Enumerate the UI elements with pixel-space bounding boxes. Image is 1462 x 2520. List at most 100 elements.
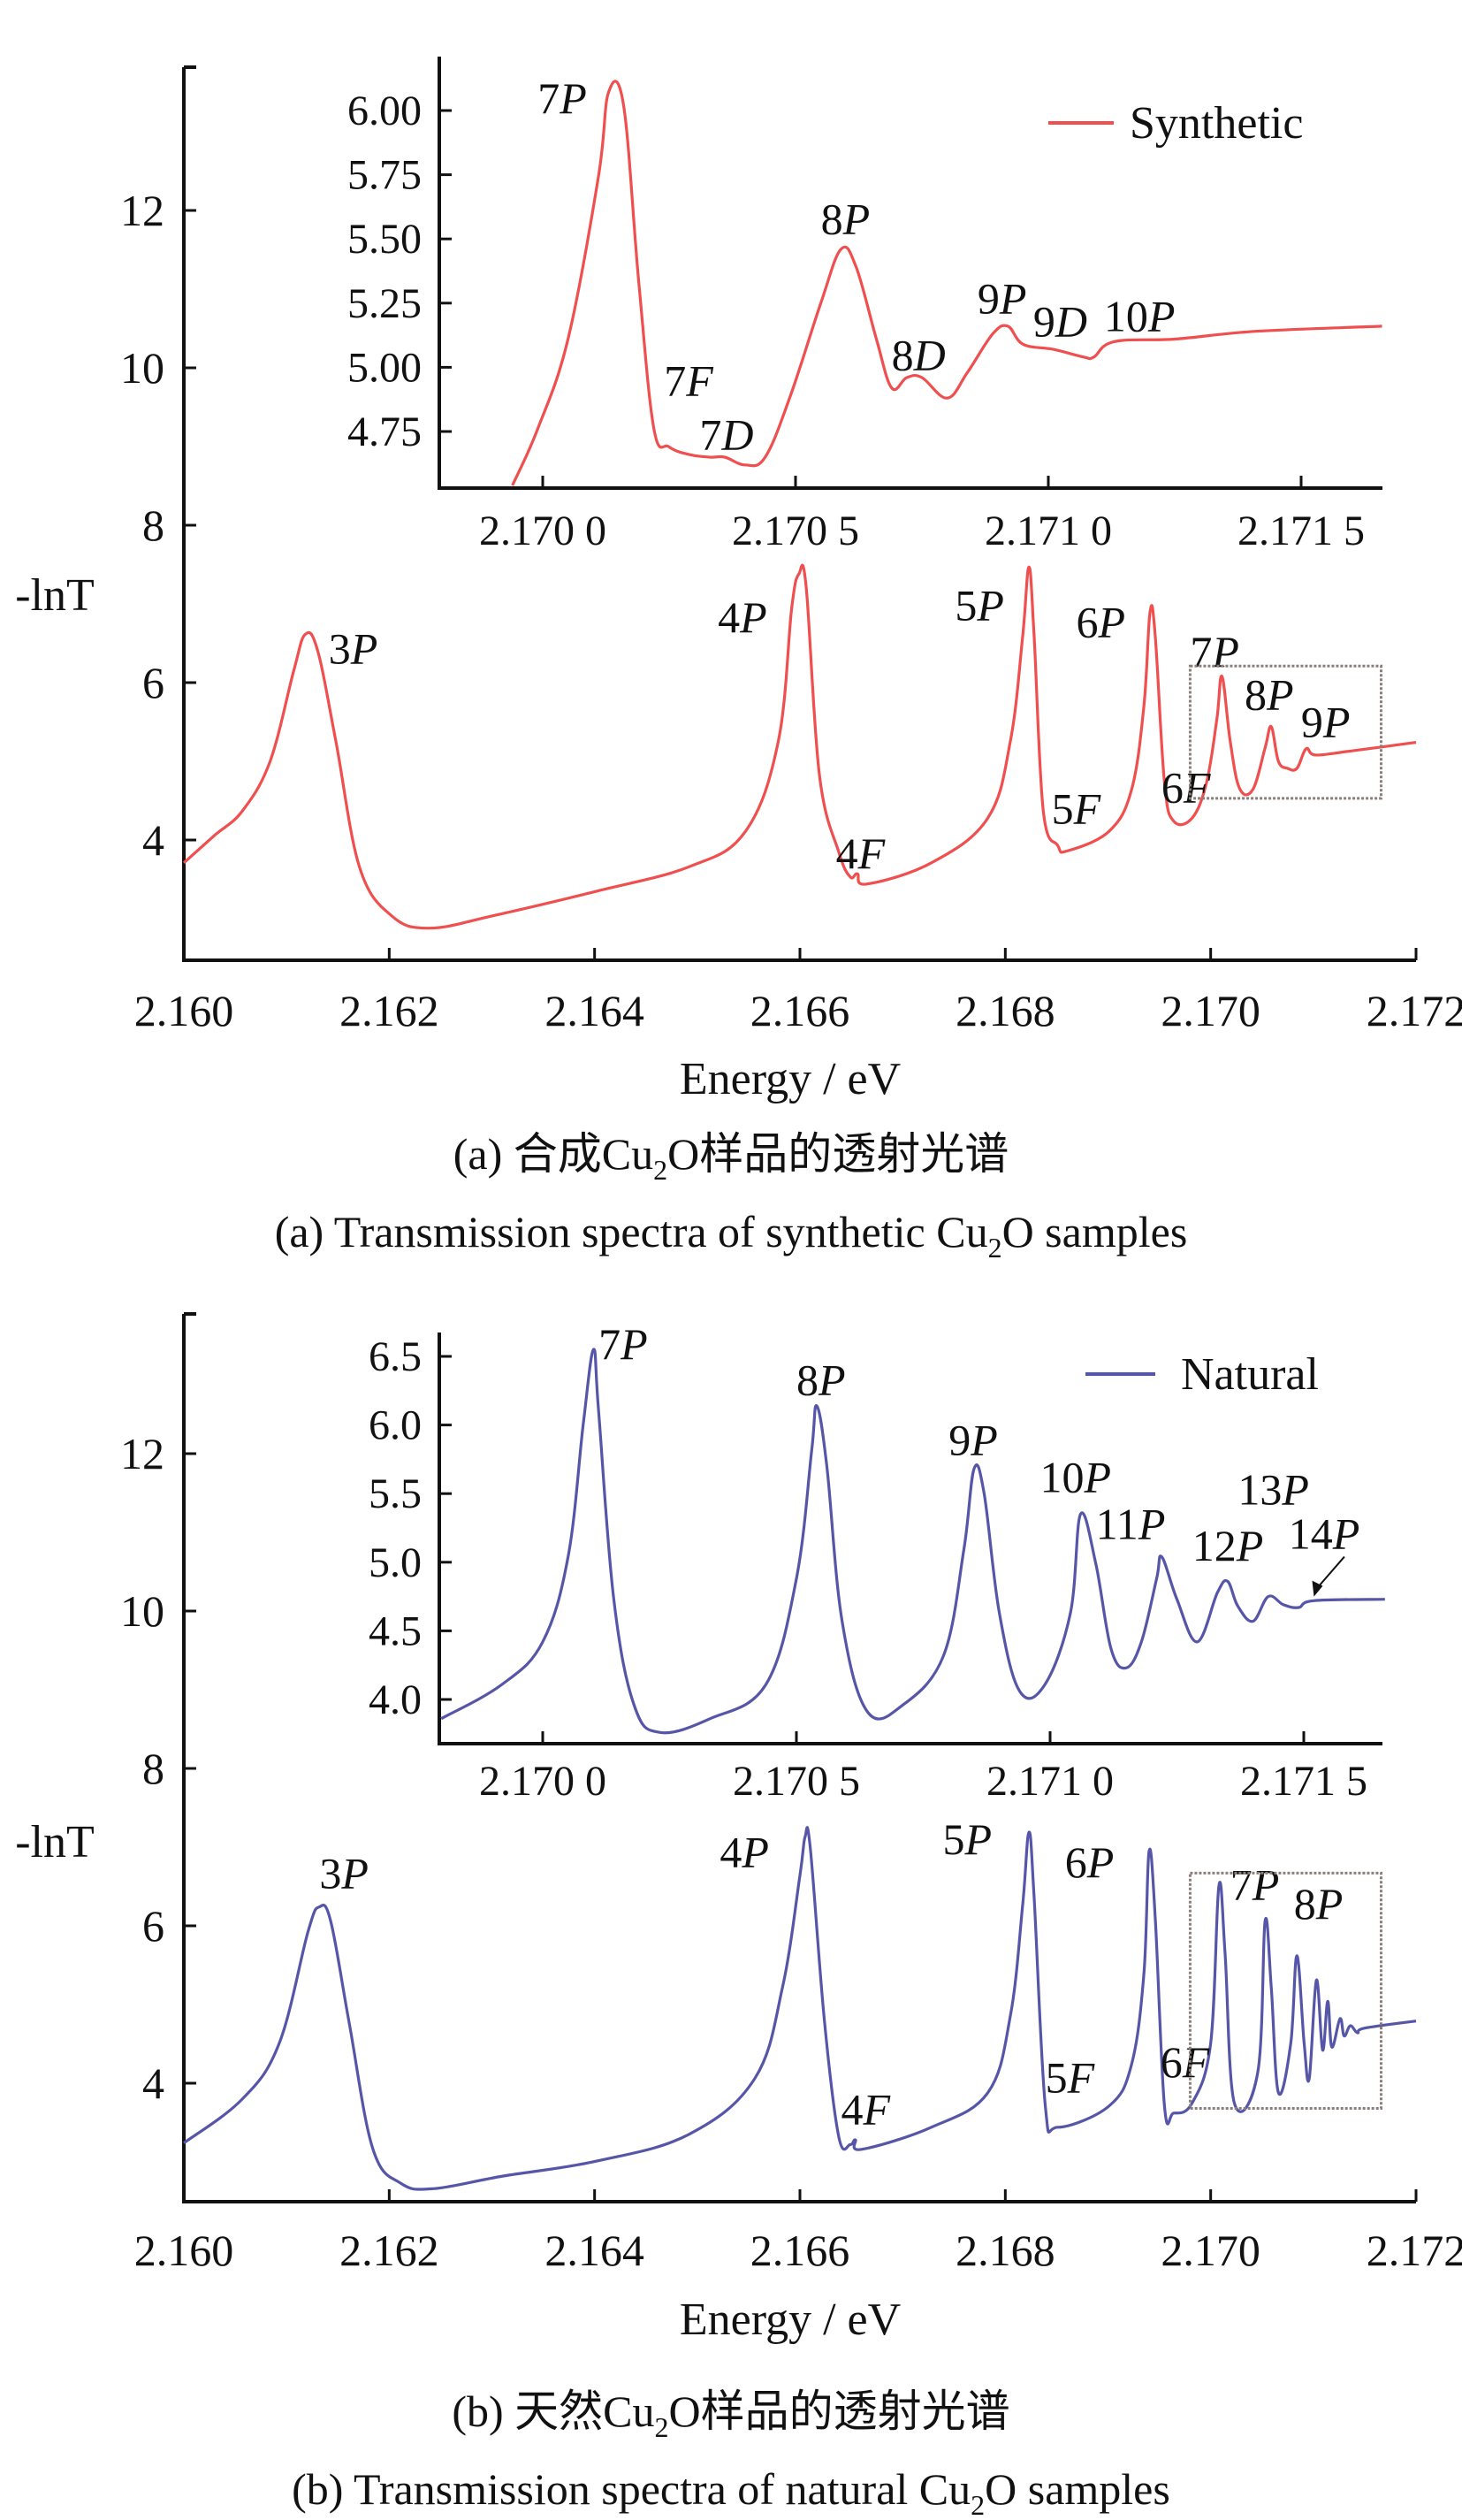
- peak-label: 8P: [1245, 669, 1294, 719]
- inset-peak-label: 7F: [664, 355, 713, 405]
- peak-label: 4F: [841, 2084, 890, 2134]
- y-tick-label: 4: [142, 2058, 164, 2108]
- x-axis-label: Energy / eV: [680, 2295, 901, 2345]
- inset-y-tick-label: 4.5: [369, 1607, 422, 1654]
- inset-peak-label: 7D: [699, 409, 753, 459]
- y-tick-label: 10: [120, 1586, 164, 1636]
- y-tick-label: 12: [120, 186, 164, 235]
- inset-x-tick-label: 2.170 5: [733, 1758, 860, 1805]
- peak-label: 4F: [836, 829, 886, 878]
- inset-y-tick-label: 6.5: [369, 1333, 422, 1380]
- x-tick-label: 2.166: [750, 2226, 850, 2275]
- inset-x-tick-label: 2.171 5: [1240, 1758, 1367, 1805]
- inset-series-line: [511, 80, 1382, 486]
- inset-x-tick-label: 2.170 5: [732, 508, 859, 554]
- peak-label: 4P: [718, 592, 767, 642]
- x-tick-label: 2.160: [134, 986, 234, 1035]
- peak-label: 6P: [1065, 1837, 1115, 1887]
- legend-label: Natural: [1181, 1349, 1319, 1400]
- inset-series-line: [440, 1348, 1385, 1735]
- inset-peak-label: 8P: [796, 1355, 846, 1404]
- y-tick-label: 6: [142, 658, 164, 707]
- y-tick-label: 8: [142, 1744, 164, 1793]
- peak-label: 7P: [1190, 627, 1239, 676]
- arrow-line: [1316, 1555, 1345, 1589]
- y-axis-label: -lnT: [15, 570, 95, 621]
- inset-peak-label: 10P: [1104, 292, 1176, 341]
- y-tick-label: 12: [120, 1429, 164, 1478]
- peak-label: 5P: [942, 1814, 992, 1864]
- peak-label: 6P: [1076, 597, 1125, 646]
- x-tick-label: 2.172: [1367, 2226, 1462, 2275]
- inset-peak-label: 7P: [537, 73, 587, 123]
- x-tick-label: 2.162: [339, 986, 439, 1035]
- peak-label: 6F: [1161, 762, 1211, 812]
- inset-y-tick-label: 4.0: [369, 1676, 422, 1723]
- inset-peak-label: 12P: [1192, 1521, 1264, 1570]
- inset-peak-label: 8D: [892, 330, 946, 379]
- inset-chart: 2.170 0 2.170 5 2.171 0 2.171 5 4.0 4.5 5.0 5.5…: [369, 1319, 1385, 1805]
- arrow-head-icon: [1312, 1580, 1323, 1597]
- inset-y-tick-label: 6.00: [347, 88, 422, 134]
- caption-chinese: (b) 天然Cu2O样品的透射光谱: [452, 2386, 1009, 2443]
- x-tick-label: 2.168: [956, 986, 1055, 1035]
- inset-x-tick-label: 2.170 0: [479, 508, 606, 554]
- inset-x-tick-label: 2.171 0: [986, 1758, 1114, 1805]
- caption-english: (a) Transmission spectra of synthetic Cu…: [275, 1207, 1188, 1264]
- peak-label: 8P: [1294, 1879, 1344, 1928]
- x-tick-label: 2.162: [339, 2226, 439, 2275]
- chart-panel-b: 2.160 2.162 2.164 2.166 2.168 2.170 2.172 4 6 8 10…: [15, 1312, 1462, 2520]
- x-tick-label: 2.170: [1161, 2226, 1260, 2275]
- peak-label: 5P: [955, 581, 1004, 630]
- peak-label: 9P: [1301, 697, 1351, 746]
- caption-chinese: (a) 合成Cu2O样品的透射光谱: [453, 1129, 1009, 1186]
- inset-x-tick-label: 2.171 0: [985, 508, 1112, 554]
- inset-y-tick-label: 5.25: [347, 280, 422, 327]
- y-tick-label: 4: [142, 815, 164, 865]
- x-tick-label: 2.168: [956, 2226, 1055, 2275]
- chart-panel-a: 2.160 2.162 2.164 2.166 2.168 2.170 2.172 4 6 8 10…: [15, 57, 1462, 1264]
- x-tick-label: 2.164: [544, 2226, 644, 2275]
- y-tick-label: 10: [120, 343, 164, 393]
- x-tick-label: 2.170: [1161, 986, 1260, 1035]
- series-line-natural: [183, 1826, 1417, 2191]
- peak-label: 3P: [329, 624, 378, 674]
- inset-peak-label: 7P: [598, 1319, 648, 1369]
- inset-peak-label: 8P: [821, 194, 871, 243]
- zoom-region-box: [1188, 664, 1383, 800]
- peak-label: 5F: [1046, 2053, 1095, 2103]
- caption-english: (b) Transmission spectra of natural Cu2O…: [292, 2464, 1170, 2520]
- legend-label: Synthetic: [1130, 98, 1303, 149]
- inset-x-tick-label: 2.170 0: [479, 1758, 606, 1805]
- x-axis-label: Energy / eV: [680, 1054, 901, 1104]
- inset-y-tick-label: 4.75: [347, 409, 422, 455]
- inset-y-tick-label: 5.00: [347, 344, 422, 391]
- inset-peak-label: 14P: [1289, 1508, 1360, 1558]
- inset-peak-label: 9P: [948, 1416, 998, 1465]
- y-tick-label: 6: [142, 1901, 164, 1951]
- peak-label: 6F: [1161, 2037, 1210, 2087]
- x-tick-label: 2.160: [134, 2226, 234, 2275]
- peak-label: 4P: [720, 1827, 769, 1876]
- inset-peak-label: 10P: [1040, 1453, 1112, 1502]
- inset-x-tick-label: 2.171 5: [1237, 508, 1365, 554]
- inset-y-tick-label: 5.75: [347, 152, 422, 199]
- zoom-region-box: [1188, 1871, 1383, 2110]
- series-line-synthetic: [182, 563, 1417, 930]
- x-tick-label: 2.164: [544, 986, 644, 1035]
- inset-chart: 2.170 0 2.170 5 2.171 0 2.171 5 4.75 5.00 5.25…: [347, 57, 1382, 554]
- inset-y-tick-label: 6.0: [369, 1402, 422, 1449]
- inset-peak-label: 11P: [1096, 1499, 1166, 1548]
- peak-label: 5F: [1052, 783, 1101, 833]
- x-tick-label: 2.172: [1367, 986, 1462, 1035]
- peak-label: 7P: [1230, 1860, 1280, 1910]
- y-tick-label: 8: [142, 500, 164, 550]
- inset-y-tick-label: 5.5: [369, 1470, 422, 1517]
- x-tick-label: 2.166: [750, 986, 850, 1035]
- inset-peak-label: 13P: [1237, 1465, 1309, 1515]
- y-axis-label: -lnT: [15, 1817, 95, 1867]
- inset-y-tick-label: 5.0: [369, 1539, 422, 1586]
- inset-y-tick-label: 5.50: [347, 216, 422, 263]
- inset-peak-label: 9P: [978, 273, 1027, 323]
